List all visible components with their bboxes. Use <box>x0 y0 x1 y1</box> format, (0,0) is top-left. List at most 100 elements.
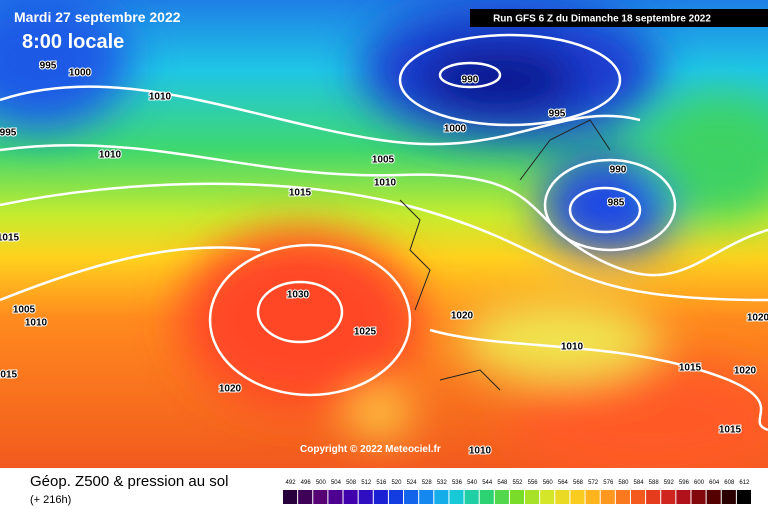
scale-cell <box>494 490 509 504</box>
isobar-label: 1015 <box>679 363 702 374</box>
scale-cell <box>298 490 313 504</box>
isobar-label: 985 <box>608 198 625 209</box>
isobar-label: 1020 <box>219 384 242 395</box>
scale-label: 560 <box>543 480 554 486</box>
date: Mardi 27 septembre 2022 <box>14 9 181 25</box>
isobar-label: 1015 <box>0 233 20 244</box>
scale-cell <box>479 490 494 504</box>
scale-label: 544 <box>482 480 493 486</box>
scale-label: 564 <box>558 480 569 486</box>
isobar-label: 1005 <box>372 155 395 166</box>
scale-label: 556 <box>528 480 539 486</box>
copyright: Copyright © 2022 Meteociel.fr <box>300 444 441 455</box>
scale-label: 532 <box>437 480 448 486</box>
scale-label: 504 <box>331 480 342 486</box>
isobar-label: 1000 <box>444 124 467 135</box>
scale-cell <box>570 490 585 504</box>
scale-label: 552 <box>512 480 523 486</box>
isobar-label: 1015 <box>0 370 18 381</box>
isobar-label: 1010 <box>149 92 172 103</box>
scale-cell <box>646 490 661 504</box>
scale-cell <box>630 490 646 504</box>
scale-label: 492 <box>286 480 297 486</box>
scale-cell <box>449 490 464 504</box>
isobar-label: 1000 <box>69 68 92 79</box>
scale-label: 540 <box>467 480 478 486</box>
scale-label: 580 <box>618 480 629 486</box>
scale-label: 536 <box>452 480 463 486</box>
scale-label: 528 <box>422 480 433 486</box>
scale-cell <box>283 490 298 504</box>
isobar-label: 1015 <box>719 425 742 436</box>
isobar-label: 1010 <box>561 342 584 353</box>
scale-cell <box>328 490 343 504</box>
scale-cell <box>373 490 388 504</box>
scale-label: 496 <box>301 480 312 486</box>
isobar-label: 1020 <box>451 311 474 322</box>
isobar-label: 1010 <box>25 318 48 329</box>
scale-cell <box>615 490 630 504</box>
isobar-label: 990 <box>462 75 479 86</box>
scale-label: 596 <box>679 480 690 486</box>
scale-label: 588 <box>649 480 660 486</box>
field <box>0 0 768 480</box>
scale-cell <box>706 490 721 504</box>
scale-cell <box>404 490 419 504</box>
isobar-label: 1005 <box>13 305 36 316</box>
scale-cell <box>525 490 540 504</box>
scale-label: 508 <box>346 480 357 486</box>
isobar-label: 1010 <box>469 446 492 457</box>
isobar-labels: 995 1000 1010 995 1010 990 995 1000 1005 1010 1015… <box>0 60 768 458</box>
scale-label: 612 <box>739 480 750 486</box>
scale-cell <box>736 490 751 504</box>
scale-cell <box>540 490 555 504</box>
isobar-label: 995 <box>40 61 57 72</box>
isobar-label: 1025 <box>354 327 377 338</box>
isobar-label: 1020 <box>734 366 757 377</box>
scale-label: 584 <box>634 480 645 486</box>
color-scale: 492 496 500 504 508 512 516 520 524 528 532 536 540 5… <box>283 480 751 504</box>
scale-cell <box>585 490 600 504</box>
scale-label: 608 <box>724 480 735 486</box>
isobar-label: 995 <box>549 109 566 120</box>
scale-cell <box>388 490 404 504</box>
scale-label: 524 <box>407 480 418 486</box>
scale-cell <box>555 490 570 504</box>
isobar-label: 990 <box>610 165 627 176</box>
isobar-label: 995 <box>0 128 17 139</box>
isobar-label: 1015 <box>289 188 312 199</box>
isobar-label: 1030 <box>287 290 310 301</box>
isobar-label: 1020 <box>747 313 768 324</box>
isobar-label: 1010 <box>99 150 122 161</box>
scale-cell <box>343 490 358 504</box>
scale-label: 548 <box>497 480 508 486</box>
scale-cell <box>358 490 373 504</box>
run: Run GFS 6 Z du Dimanche 18 septembre 202… <box>493 14 711 25</box>
scale-label: 568 <box>573 480 584 486</box>
scale-label: 572 <box>588 480 599 486</box>
scale-cell <box>313 490 328 504</box>
scale-label: 500 <box>316 480 327 486</box>
scale-label: 576 <box>603 480 614 486</box>
scale-cell <box>661 490 676 504</box>
scale-label: 604 <box>709 480 720 486</box>
footer-lead: (+ 216h) <box>30 494 71 506</box>
scale-cell <box>676 490 691 504</box>
scale-cell <box>691 490 706 504</box>
scale-label: 516 <box>376 480 387 486</box>
run-box <box>470 9 768 27</box>
scale-label: 512 <box>361 480 372 486</box>
scale-label: 592 <box>664 480 675 486</box>
scale-cell <box>464 490 479 504</box>
scale-cell <box>600 490 615 504</box>
time: 8:00 locale <box>22 31 124 53</box>
scale-cell <box>434 490 449 504</box>
isobar-label: 1010 <box>374 178 397 189</box>
scale-cell <box>419 490 434 504</box>
footer-title: Géop. Z500 & pression au sol <box>30 473 228 490</box>
scale-label: 520 <box>391 480 402 486</box>
scale-cell <box>721 490 736 504</box>
scale-label: 600 <box>694 480 705 486</box>
scale-cell <box>509 490 525 504</box>
